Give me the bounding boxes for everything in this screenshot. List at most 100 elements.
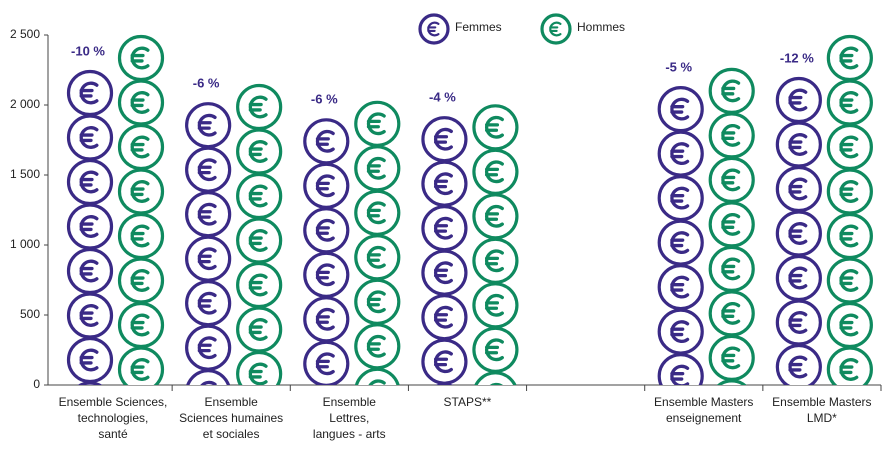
coin [354,278,401,325]
euro-sign [788,177,808,201]
coin [826,212,873,260]
coin [708,156,755,203]
euro-sign [248,273,268,297]
euro-sign [315,352,335,376]
euro-sign [839,135,859,159]
coin [354,100,401,147]
coin [826,301,873,349]
euro-sign [788,222,808,245]
coin [418,13,450,45]
annotation: -4 % [429,90,456,105]
coin [826,257,873,304]
euro-sign [549,21,562,37]
euro-sign [484,160,504,184]
coin [185,102,232,149]
coin [303,251,350,298]
euro-sign [839,358,859,381]
coin [826,168,873,215]
coin [826,79,873,126]
coin [303,296,350,343]
coin [775,76,822,124]
euro-sign [130,180,150,203]
coin [657,308,704,355]
euro-sign [670,275,690,299]
euro-sign [79,81,99,105]
coin [236,128,283,175]
euro-sign [79,348,99,372]
coin [472,148,519,195]
coin [117,79,165,126]
euro-sign [721,79,741,103]
coin [657,85,704,133]
euro-sign [366,290,386,314]
coin [185,280,232,327]
coin [708,67,755,115]
coin [435,383,454,385]
coin-stack [236,83,283,385]
coin [117,34,165,82]
euro-sign [366,201,386,225]
coin [474,371,517,386]
coin [421,160,468,207]
annotation: -6 % [193,76,220,91]
coin-stack [185,102,232,385]
coin [708,290,755,337]
euro-sign [197,291,217,315]
euro-sign [248,184,268,208]
euro-sign [839,313,859,337]
euro-sign [721,346,741,370]
coin-stack [826,34,873,385]
coin [540,13,572,45]
coin [236,306,283,353]
coin [66,336,114,384]
coin [708,201,755,248]
coin [421,116,468,163]
coin [657,219,704,266]
coin [472,193,519,240]
euro-sign [670,231,690,254]
coin [77,381,103,385]
euro-sign [433,172,453,196]
coin [826,123,873,171]
coin-stack [117,34,165,385]
coin [354,234,401,281]
coin [117,212,165,260]
legend-item: Femmes [418,13,502,45]
euro-sign [484,204,504,228]
coin [775,254,822,302]
euro-sign [839,180,859,203]
coin [716,379,747,386]
euro-sign [839,91,859,114]
euro-sign [670,97,690,121]
euro-sign [788,88,808,112]
coin [421,338,468,385]
euro-sign [79,215,99,238]
x-tick-label: Ensemble Lettres, langues - arts [312,395,386,441]
coin [236,172,283,220]
coin [708,112,755,159]
euro-sign [839,46,859,70]
y-tick-label: 0 [33,377,40,391]
euro-sign [248,318,268,341]
coin [657,130,704,177]
euro-sign [484,249,504,273]
coin [236,261,283,309]
annotation: -12 % [780,50,814,65]
coin [775,299,822,346]
y-tick-label: 500 [20,307,40,321]
euro-sign [315,307,335,331]
coin [657,353,704,385]
euro-sign [721,302,741,325]
euro-sign [130,358,150,381]
coin [657,175,704,222]
euro-sign [788,355,808,379]
coin [826,346,873,385]
euro-sign [839,269,859,292]
coin [354,367,400,386]
euro-sign [788,311,808,334]
euro-sign [433,216,453,240]
y-tick-label: 1 500 [10,167,40,181]
euro-sign [248,140,268,163]
